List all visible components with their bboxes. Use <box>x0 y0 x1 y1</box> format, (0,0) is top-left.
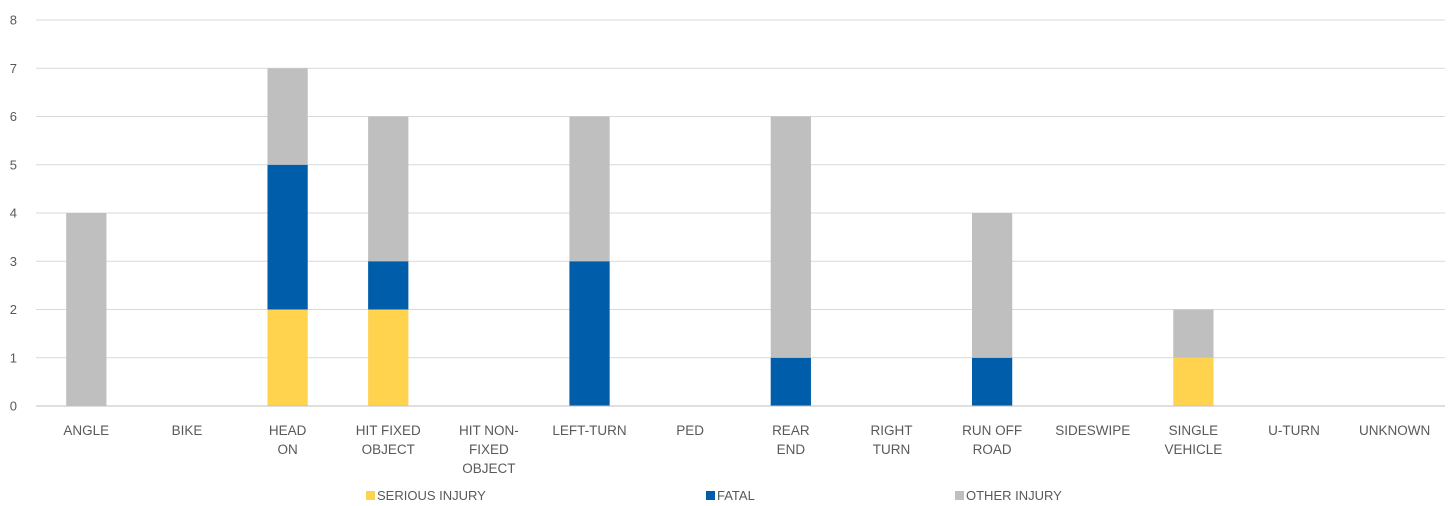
gridlines <box>36 19 1445 359</box>
legend-item: FATAL <box>706 488 755 503</box>
bar-segment <box>66 213 107 406</box>
x-tick-label: BIKE <box>172 423 203 438</box>
legend-item: OTHER INJURY <box>955 488 1062 503</box>
legend-label: OTHER INJURY <box>966 488 1062 503</box>
y-tick-label: 1 <box>10 350 17 365</box>
legend-label: SERIOUS INJURY <box>377 488 486 503</box>
x-tick-label: SINGLE <box>1169 423 1219 438</box>
y-tick-label: 0 <box>10 399 17 414</box>
x-tick-label: ANGLE <box>63 423 109 438</box>
x-tick-label: HIT FIXED <box>356 423 421 438</box>
x-tick-label: RUN OFF <box>962 423 1022 438</box>
legend-swatch <box>366 491 375 500</box>
bar-segment <box>1173 357 1214 406</box>
x-tick-label: HEAD <box>269 423 307 438</box>
bar-segment <box>770 357 811 406</box>
y-axis-ticks: 0 1 2 3 4 5 6 7 8 <box>10 13 17 414</box>
x-tick-label: REAR <box>772 423 810 438</box>
bar-segment <box>267 164 308 310</box>
bars <box>66 68 1214 406</box>
x-tick-label: FIXED <box>469 442 509 457</box>
y-tick-label: 8 <box>10 13 17 28</box>
legend-swatch <box>955 491 964 500</box>
y-tick-label: 3 <box>10 254 17 269</box>
legend-label: FATAL <box>717 488 755 503</box>
bar-segment <box>971 357 1013 406</box>
x-tick-label: VEHICLE <box>1165 442 1223 457</box>
bar-segment <box>368 261 409 310</box>
bar-segment <box>770 116 811 358</box>
y-tick-label: 4 <box>10 206 17 221</box>
x-tick-label: END <box>777 442 806 457</box>
y-tick-label: 5 <box>10 157 17 172</box>
x-tick-label: U-TURN <box>1268 423 1320 438</box>
y-tick-label: 6 <box>10 109 17 124</box>
bar-segment <box>368 309 409 406</box>
y-tick-label: 2 <box>10 302 17 317</box>
bar-segment <box>267 309 308 406</box>
bar-segment <box>569 116 610 262</box>
bar-segment <box>368 116 409 262</box>
x-axis: ANGLE BIKE HEAD ON HIT FIXED OBJECT HIT NON- FI… <box>36 405 1445 476</box>
x-tick-label: OBJECT <box>362 442 415 457</box>
x-tick-label: ROAD <box>973 442 1012 457</box>
bar-segment <box>569 261 610 406</box>
legend: SERIOUS INJURY FATAL OTHER INJURY <box>366 488 1062 503</box>
x-tick-label: ON <box>277 442 297 457</box>
bar-segment <box>971 213 1013 358</box>
legend-item: SERIOUS INJURY <box>366 488 486 503</box>
y-tick-label: 7 <box>10 61 17 76</box>
bar-segment <box>267 68 308 165</box>
x-tick-label: SIDESWIPE <box>1055 423 1130 438</box>
bar-segment <box>1173 309 1214 358</box>
x-tick-label: PED <box>676 423 704 438</box>
legend-swatch <box>706 491 715 500</box>
x-tick-label: HIT NON- <box>459 423 519 438</box>
x-tick-label: OBJECT <box>462 461 515 476</box>
x-tick-label: UNKNOWN <box>1359 423 1430 438</box>
x-tick-label: LEFT-TURN <box>552 423 626 438</box>
x-tick-label: RIGHT <box>870 423 912 438</box>
x-tick-label: TURN <box>873 442 911 457</box>
